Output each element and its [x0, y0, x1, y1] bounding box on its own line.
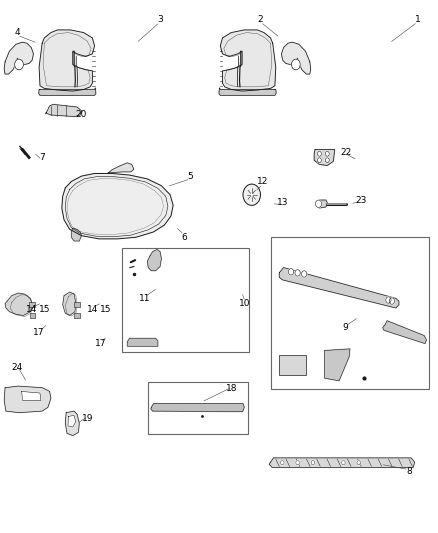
Polygon shape — [314, 150, 335, 165]
Bar — [122, 248, 249, 352]
Text: 20: 20 — [76, 110, 87, 119]
Polygon shape — [45, 104, 81, 117]
Text: 24: 24 — [12, 363, 23, 372]
Circle shape — [325, 151, 329, 156]
Bar — [29, 302, 35, 308]
Text: 19: 19 — [82, 414, 94, 423]
Text: 17: 17 — [33, 328, 45, 337]
Polygon shape — [325, 349, 350, 381]
Text: 3: 3 — [157, 15, 163, 24]
Text: 17: 17 — [95, 339, 106, 348]
Circle shape — [301, 271, 307, 277]
Polygon shape — [39, 30, 95, 91]
Bar — [279, 356, 306, 375]
Polygon shape — [62, 173, 173, 239]
Circle shape — [318, 151, 321, 156]
Text: 14: 14 — [26, 304, 38, 313]
Text: 15: 15 — [100, 304, 111, 313]
Polygon shape — [148, 249, 161, 271]
Polygon shape — [269, 458, 415, 467]
Circle shape — [311, 461, 314, 465]
Polygon shape — [127, 338, 158, 346]
Polygon shape — [63, 292, 76, 316]
Text: 18: 18 — [226, 384, 238, 393]
Bar — [272, 237, 428, 389]
Circle shape — [342, 461, 345, 465]
Text: 10: 10 — [240, 299, 251, 308]
Text: 2: 2 — [258, 15, 263, 24]
Circle shape — [14, 59, 23, 70]
Bar — [74, 313, 80, 318]
Text: 15: 15 — [39, 304, 50, 313]
Text: 7: 7 — [39, 153, 45, 162]
Circle shape — [296, 461, 299, 465]
Polygon shape — [383, 321, 426, 344]
Polygon shape — [21, 391, 41, 400]
Circle shape — [389, 298, 395, 304]
Polygon shape — [4, 386, 51, 413]
Circle shape — [325, 158, 329, 163]
Polygon shape — [39, 88, 96, 95]
Bar — [29, 313, 35, 318]
Polygon shape — [68, 415, 76, 427]
Polygon shape — [151, 403, 244, 411]
Text: 8: 8 — [406, 467, 412, 475]
Text: 9: 9 — [343, 323, 349, 332]
Text: 13: 13 — [276, 198, 288, 207]
Circle shape — [318, 158, 321, 163]
Bar — [74, 302, 80, 308]
Text: 1: 1 — [415, 15, 420, 24]
Text: 5: 5 — [188, 172, 194, 181]
Polygon shape — [71, 228, 81, 241]
Text: 11: 11 — [139, 294, 151, 303]
Polygon shape — [219, 88, 276, 95]
Circle shape — [295, 270, 300, 276]
Text: 14: 14 — [87, 304, 98, 313]
Text: 22: 22 — [340, 148, 351, 157]
Bar — [148, 382, 248, 434]
Text: 4: 4 — [14, 28, 20, 37]
Polygon shape — [317, 200, 327, 208]
Circle shape — [243, 184, 261, 205]
Circle shape — [386, 297, 391, 303]
Polygon shape — [5, 293, 32, 316]
Text: 6: 6 — [181, 233, 187, 242]
Polygon shape — [4, 42, 33, 74]
Text: 23: 23 — [355, 196, 367, 205]
Polygon shape — [279, 268, 399, 308]
Circle shape — [291, 59, 300, 70]
Polygon shape — [108, 163, 134, 173]
Circle shape — [281, 461, 284, 465]
Circle shape — [357, 461, 360, 465]
Circle shape — [315, 200, 321, 207]
Circle shape — [288, 269, 293, 275]
Text: 12: 12 — [257, 177, 268, 186]
Polygon shape — [282, 42, 311, 74]
Polygon shape — [220, 30, 276, 91]
Polygon shape — [65, 411, 79, 435]
